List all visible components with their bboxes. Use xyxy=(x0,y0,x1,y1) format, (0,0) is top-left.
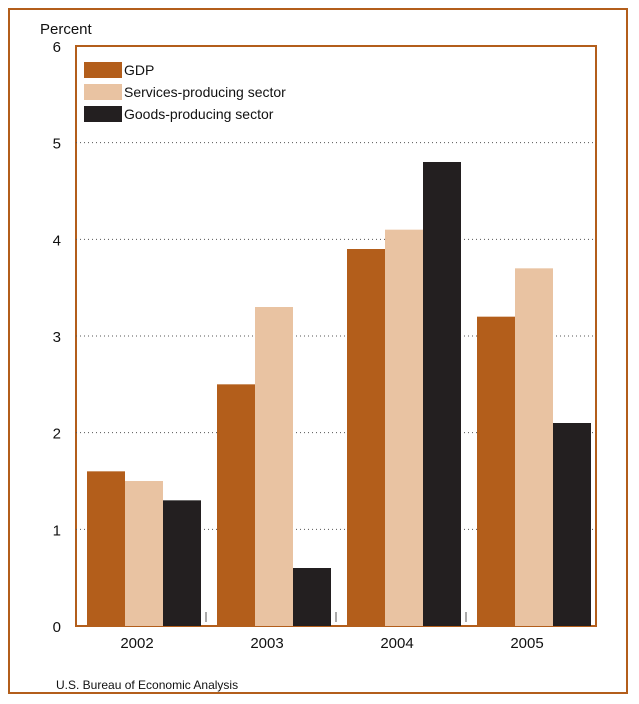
legend-swatch-2 xyxy=(84,106,122,122)
bar-2005-series-1 xyxy=(515,268,553,626)
bar-2003-series-2 xyxy=(293,568,331,626)
bar-2004-series-0 xyxy=(347,249,385,626)
y-tick-label: 2 xyxy=(53,426,61,443)
legend-label-2: Goods-producing sector xyxy=(124,106,274,122)
legend-label-0: GDP xyxy=(124,62,154,78)
bar-2004-series-1 xyxy=(385,229,423,626)
y-tick-label: 3 xyxy=(53,329,61,346)
x-tick-label-2005: 2005 xyxy=(510,635,543,652)
x-tick-label-2002: 2002 xyxy=(120,635,153,652)
x-tick-label-2003: 2003 xyxy=(250,635,283,652)
legend-label-1: Services-producing sector xyxy=(124,84,286,100)
bar-2002-series-2 xyxy=(163,500,201,626)
bars xyxy=(87,162,591,626)
bar-2004-series-2 xyxy=(423,162,461,626)
bar-2003-series-1 xyxy=(255,307,293,626)
legend-swatch-0 xyxy=(84,62,122,78)
y-axis-title: Percent xyxy=(40,21,93,38)
y-tick-label: 5 xyxy=(53,136,61,153)
bar-2003-series-0 xyxy=(217,384,255,626)
bar-2005-series-2 xyxy=(553,423,591,626)
y-tick-labels: 0 1 2 3 4 5 6 xyxy=(53,39,61,636)
x-tick-label-2004: 2004 xyxy=(380,635,413,652)
source-note: U.S. Bureau of Economic Analysis xyxy=(56,678,238,692)
bar-2005-series-0 xyxy=(477,316,515,626)
y-tick-label: 6 xyxy=(53,39,61,56)
bar-2002-series-1 xyxy=(125,481,163,626)
legend: GDP Services-producing sector Goods-produc… xyxy=(84,62,286,122)
legend-swatch-1 xyxy=(84,84,122,100)
gridlines xyxy=(76,142,596,530)
x-tick-labels: 2002 2003 2004 2005 xyxy=(120,612,544,652)
bar-2002-series-0 xyxy=(87,471,125,626)
y-tick-label: 1 xyxy=(53,522,61,539)
y-tick-label: 4 xyxy=(53,232,61,249)
y-tick-label: 0 xyxy=(53,619,61,636)
